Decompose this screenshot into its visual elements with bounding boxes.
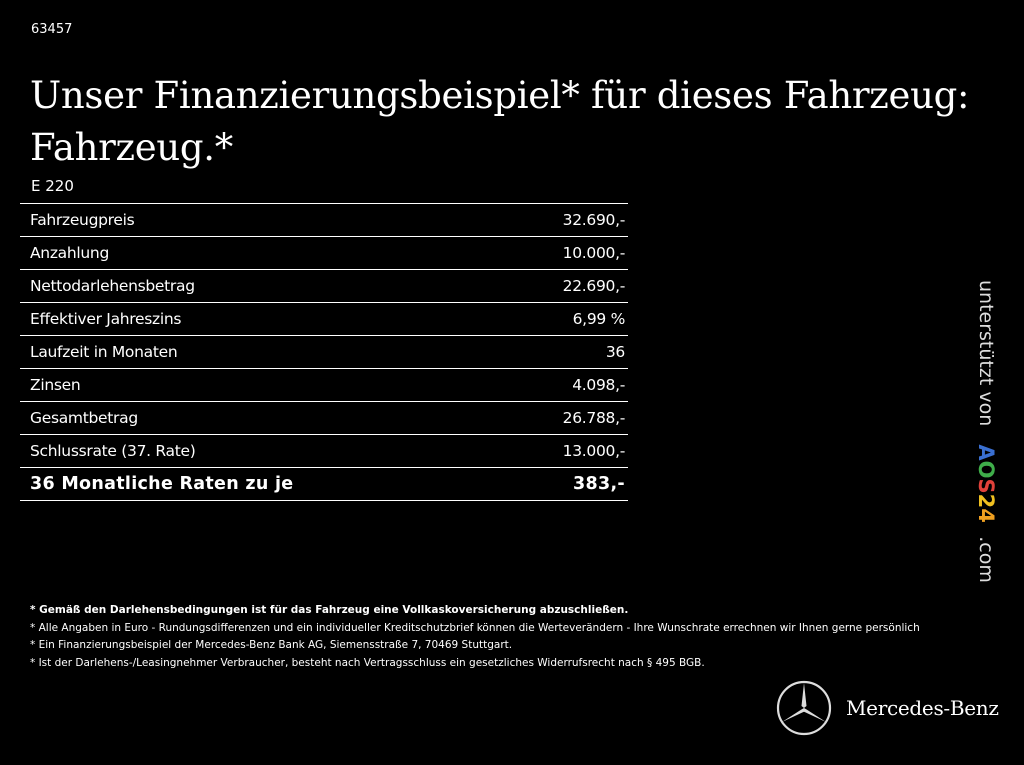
total-label: 36 Monatliche Raten zu je	[20, 467, 498, 501]
row-label: Zinsen	[20, 368, 498, 402]
row-value: 36	[497, 335, 628, 369]
logo-letter: A	[974, 444, 998, 461]
total-row: 36 Monatliche Raten zu je 383,-	[20, 467, 628, 501]
row-value: 6,99 %	[497, 302, 628, 336]
table-row: Fahrzeugpreis 32.690,-	[20, 203, 628, 237]
logo-letter: 2	[974, 493, 998, 509]
row-value: 10.000,-	[497, 236, 628, 270]
brand-name: Mercedes-Benz	[846, 696, 999, 720]
mercedes-star-icon	[776, 680, 832, 736]
row-value: 32.690,-	[497, 203, 628, 237]
row-label: Schlussrate (37. Rate)	[20, 434, 498, 468]
table-row: Laufzeit in Monaten 36	[20, 335, 628, 369]
table-row: Nettodarlehensbetrag 22.690,-	[20, 269, 628, 303]
row-value: 4.098,-	[497, 368, 628, 402]
table-row: Anzahlung 10.000,-	[20, 236, 628, 270]
footnote: * Ist der Darlehens-/Leasingnehmer Verbr…	[30, 656, 705, 669]
credit-prefix: unterstützt von	[975, 280, 997, 427]
table-row: Gesamtbetrag 26.788,-	[20, 401, 628, 435]
financing-table: Fahrzeugpreis 32.690,- Anzahlung 10.000,- …	[20, 203, 628, 501]
footnote: * Ein Finanzierungsbeispiel der Mercedes…	[30, 639, 513, 651]
footnote: * Alle Angaben in Euro - Rundungsdiffere…	[30, 621, 920, 634]
row-label: Effektiver Jahreszins	[20, 302, 498, 336]
row-label: Anzahlung	[20, 236, 498, 270]
logo-letter: S	[974, 478, 998, 494]
logo-letter: O	[974, 460, 998, 479]
row-label: Fahrzeugpreis	[20, 203, 498, 237]
aos24-credit: unterstützt von AOS24 .com	[974, 280, 998, 583]
row-label: Nettodarlehensbetrag	[20, 269, 498, 303]
row-value: 26.788,-	[497, 401, 628, 435]
row-label: Laufzeit in Monaten	[20, 335, 498, 369]
logo-letter: 4	[974, 508, 998, 523]
table-row: Effektiver Jahreszins 6,99 %	[20, 302, 628, 336]
table-row: Schlussrate (37. Rate) 13.000,-	[20, 434, 628, 468]
aos24-logo: AOS24	[974, 444, 998, 530]
table-row: Zinsen 4.098,-	[20, 368, 628, 402]
credit-suffix: .com	[975, 536, 997, 583]
vehicle-id: 63457	[31, 22, 73, 37]
mercedes-benz-logo: Mercedes-Benz	[776, 680, 999, 736]
model-name: E 220	[31, 177, 74, 195]
row-label: Gesamtbetrag	[20, 401, 498, 435]
row-value: 13.000,-	[497, 434, 628, 468]
footnote: * Gemäß den Darlehensbedingungen ist für…	[30, 604, 629, 616]
total-value: 383,-	[497, 467, 628, 501]
page-title: Unser Finanzierungsbeispiel* für dieses …	[30, 74, 970, 169]
row-value: 22.690,-	[497, 269, 628, 303]
footnotes: * Gemäß den Darlehensbedingungen ist für…	[30, 602, 920, 672]
